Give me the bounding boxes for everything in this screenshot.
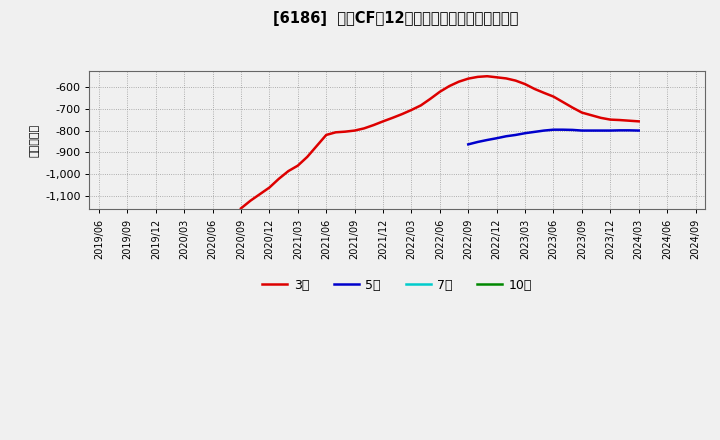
- 3年: [331, 130, 340, 135]
- 5年: [483, 137, 492, 143]
- 3年: [530, 86, 539, 92]
- 3年: [464, 76, 472, 81]
- 3年: [274, 176, 283, 181]
- 3年: [596, 115, 605, 121]
- 3年: [559, 99, 567, 105]
- 3年: [407, 107, 415, 113]
- 3年: [521, 81, 529, 87]
- 3年: [549, 94, 558, 99]
- 3年: [616, 117, 624, 123]
- 5年: [559, 127, 567, 132]
- 3年: [540, 90, 549, 95]
- 3年: [265, 185, 274, 190]
- 3年: [237, 206, 246, 211]
- 3年: [284, 169, 292, 174]
- 3年: [492, 75, 501, 80]
- 5年: [616, 128, 624, 133]
- 5年: [540, 128, 549, 133]
- 5年: [474, 139, 482, 145]
- 5年: [606, 128, 615, 133]
- 3年: [445, 84, 454, 89]
- 5年: [464, 142, 472, 147]
- 5年: [530, 129, 539, 135]
- 3年: [483, 73, 492, 79]
- 3年: [303, 154, 312, 160]
- 5年: [521, 131, 529, 136]
- 3年: [397, 111, 406, 117]
- Legend: 3年, 5年, 7年, 10年: 3年, 5年, 7年, 10年: [257, 274, 537, 297]
- Line: 5年: 5年: [468, 130, 639, 144]
- 3年: [360, 126, 369, 131]
- 3年: [312, 143, 321, 149]
- 3年: [577, 110, 586, 115]
- 3年: [417, 103, 426, 108]
- Text: [6186]  投資CFの12か月移動合計の平均値の推移: [6186] 投資CFの12か月移動合計の平均値の推移: [274, 11, 518, 26]
- 5年: [492, 136, 501, 141]
- 3年: [436, 89, 444, 95]
- 3年: [341, 129, 349, 134]
- Line: 3年: 3年: [241, 76, 639, 209]
- 3年: [634, 119, 643, 124]
- 5年: [511, 132, 520, 138]
- 3年: [502, 76, 510, 81]
- 3年: [587, 113, 595, 118]
- 5年: [577, 128, 586, 133]
- 5年: [587, 128, 595, 133]
- 3年: [426, 96, 435, 102]
- Y-axis label: （百万円）: （百万円）: [30, 124, 40, 157]
- 3年: [351, 128, 359, 133]
- 5年: [625, 128, 634, 133]
- 5年: [502, 134, 510, 139]
- 5年: [568, 127, 577, 132]
- 5年: [549, 127, 558, 132]
- 3年: [511, 78, 520, 83]
- 3年: [625, 118, 634, 123]
- 3年: [388, 115, 397, 121]
- 3年: [606, 117, 615, 122]
- 3年: [454, 79, 463, 84]
- 3年: [294, 163, 302, 168]
- 3年: [568, 105, 577, 110]
- 3年: [379, 119, 387, 124]
- 3年: [256, 191, 264, 197]
- 3年: [322, 132, 330, 138]
- 5年: [634, 128, 643, 133]
- 3年: [474, 74, 482, 80]
- 5年: [596, 128, 605, 133]
- 3年: [369, 122, 378, 128]
- 3年: [246, 198, 255, 203]
